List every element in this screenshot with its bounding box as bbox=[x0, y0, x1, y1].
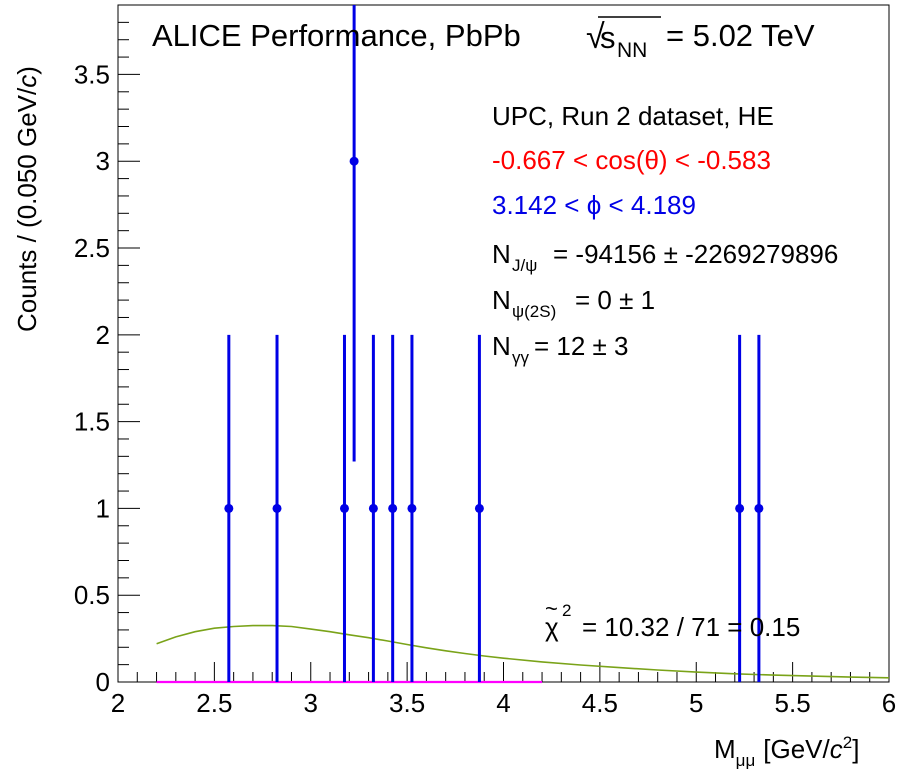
chart-title: ALICE Performance, PbPb bbox=[152, 18, 521, 53]
fit-curve bbox=[156, 624, 890, 679]
n-gammagamma-subscript: γγ bbox=[512, 348, 530, 367]
x-tick-label: 4 bbox=[496, 688, 510, 718]
x-axis-label-main: M bbox=[714, 734, 736, 764]
y-tick-label: 0 bbox=[96, 667, 110, 697]
data-point bbox=[754, 503, 764, 513]
x-axis-label-close: ] bbox=[852, 734, 859, 764]
y-axis-label-close: ) bbox=[12, 66, 42, 75]
x-axis-label: Mμμ [GeV/c2] bbox=[714, 733, 859, 770]
x-axis-label-unit: [GeV/ bbox=[763, 734, 830, 764]
n-gammagamma-value: = 12 ± 3 bbox=[534, 331, 629, 361]
chi2-value: = 10.32 / 71 = 0.15 bbox=[582, 612, 800, 642]
n-gammagamma-symbol: N bbox=[492, 331, 511, 361]
data-point bbox=[474, 503, 484, 513]
n-jpsi-subscript: J/ψ bbox=[512, 256, 537, 275]
data-point bbox=[735, 503, 745, 513]
data-point bbox=[224, 503, 234, 513]
x-tick-label: 6 bbox=[882, 688, 896, 718]
x-tick-label: 5 bbox=[689, 688, 703, 718]
data-point bbox=[388, 503, 398, 513]
chi2-symbol: χ bbox=[545, 612, 559, 642]
energy-variable: s bbox=[600, 20, 616, 55]
data-point bbox=[339, 503, 349, 513]
energy-subscript: NN bbox=[617, 39, 647, 62]
x-tick-label: 4.5 bbox=[582, 688, 618, 718]
chi2-tilde: ~ bbox=[545, 596, 558, 621]
phi-range: 3.142 < ϕ < 4.189 bbox=[492, 190, 696, 220]
data-point bbox=[407, 503, 417, 513]
y-tick-label: 0.5 bbox=[74, 580, 110, 610]
data-point bbox=[272, 503, 282, 513]
y-tick-label: 1.5 bbox=[74, 407, 110, 437]
y-tick-label: 3 bbox=[96, 146, 110, 176]
x-tick-label: 3.5 bbox=[389, 688, 425, 718]
fit-curves bbox=[156, 624, 890, 684]
y-axis-label-c: c bbox=[12, 75, 42, 88]
y-tick-label: 2.5 bbox=[74, 233, 110, 263]
n-psi2s-value: = 0 ± 1 bbox=[575, 285, 655, 315]
x-tick-label: 3 bbox=[304, 688, 318, 718]
x-tick-label: 2.5 bbox=[196, 688, 232, 718]
data-points bbox=[224, 5, 764, 682]
n-jpsi-value: = -94156 ± -2269279896 bbox=[553, 239, 838, 269]
y-axis-label-main: Counts / (0.050 GeV/ bbox=[12, 87, 42, 332]
y-axis-label: Counts / (0.050 GeV/c) bbox=[12, 66, 42, 332]
n-jpsi-symbol: N bbox=[492, 239, 511, 269]
x-tick-label: 5.5 bbox=[775, 688, 811, 718]
chi2-power: 2 bbox=[562, 601, 571, 620]
dataset-label: UPC, Run 2 dataset, HE bbox=[492, 101, 774, 131]
data-point bbox=[368, 503, 378, 513]
y-tick-label: 3.5 bbox=[74, 59, 110, 89]
data-point bbox=[349, 156, 359, 166]
sqrt-symbol: √ bbox=[586, 18, 605, 56]
x-axis-label-pow: 2 bbox=[843, 733, 852, 752]
x-axis-label-c: c bbox=[830, 734, 843, 764]
energy-value: = 5.02 TeV bbox=[666, 18, 815, 53]
axes: 2 2.5 3 3.5 4 4.5 5 5.5 6 0 0.5 1 1.5 2 2.5 3 3.5 bbox=[74, 4, 896, 718]
y-tick-label: 1 bbox=[96, 493, 110, 523]
costheta-range: -0.667 < cos(θ) < -0.583 bbox=[492, 145, 771, 175]
x-tick-label: 2 bbox=[111, 688, 125, 718]
n-psi2s-symbol: N bbox=[492, 285, 511, 315]
x-axis-label-sub: μμ bbox=[736, 751, 756, 770]
n-psi2s-subscript: ψ(2S) bbox=[512, 302, 556, 321]
y-tick-label: 2 bbox=[96, 320, 110, 350]
